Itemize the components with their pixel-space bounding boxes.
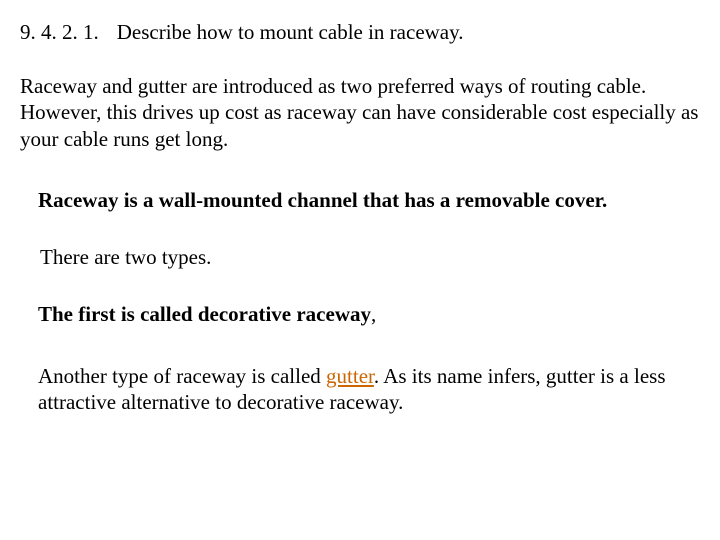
two-types-text: There are two types.: [40, 245, 700, 270]
gutter-text-before: Another type of raceway is called: [38, 364, 326, 388]
gutter-link-word: gutter: [326, 364, 374, 388]
raceway-definition: Raceway is a wall-mounted channel that h…: [38, 188, 700, 213]
intro-paragraph: Raceway and gutter are introduced as two…: [20, 73, 700, 152]
trailing-comma: ,: [371, 302, 376, 326]
first-type-label: The first is called decorative raceway: [38, 302, 371, 326]
first-type-text: The first is called decorative raceway,: [38, 302, 700, 327]
section-number: 9. 4. 2. 1.: [20, 20, 99, 44]
section-heading: 9. 4. 2. 1. Describe how to mount cable i…: [20, 20, 700, 45]
gutter-paragraph: Another type of raceway is called gutter…: [38, 363, 700, 416]
section-title: Describe how to mount cable in raceway.: [117, 20, 464, 44]
